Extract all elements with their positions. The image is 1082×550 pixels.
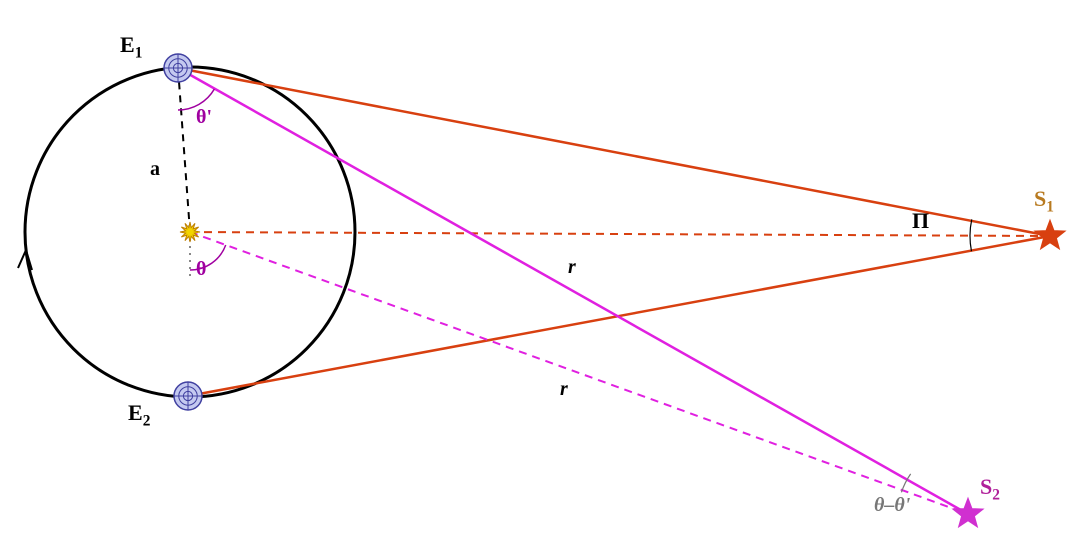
label-theta-diff: θ–θ' bbox=[874, 494, 910, 517]
label-r2: r bbox=[560, 378, 568, 401]
label-r1: r bbox=[568, 256, 576, 279]
label-S1: S1 bbox=[1034, 186, 1054, 216]
label-theta: θ bbox=[196, 258, 206, 281]
parallax-diagram bbox=[0, 0, 1082, 550]
label-E1: E1 bbox=[120, 32, 142, 62]
label-theta-prime: θ' bbox=[196, 106, 212, 129]
label-S2: S2 bbox=[980, 474, 1000, 504]
label-a: a bbox=[150, 158, 160, 181]
label-E2: E2 bbox=[128, 400, 150, 430]
label-Pi: Π bbox=[912, 208, 929, 234]
